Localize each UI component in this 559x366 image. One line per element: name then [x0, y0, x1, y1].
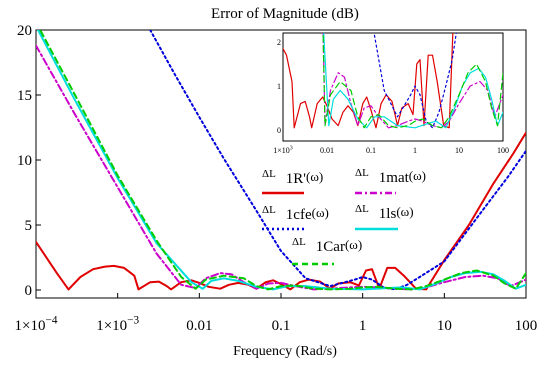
legend-label-arg: (ω): [396, 204, 413, 219]
legend-label-delta: ΔL: [355, 203, 369, 215]
y-tick-label: 0: [25, 283, 33, 299]
legend-label-delta: ΔL: [355, 167, 369, 179]
inset-x-tick-label-mantissa: 1×10: [273, 146, 290, 155]
legend-label: ΔL 1Car(ω): [292, 236, 362, 255]
x-tick-label-mantissa: 0.01: [186, 318, 212, 334]
y-tick-label: 20: [17, 23, 32, 39]
inset-y-tick-label: 2: [277, 38, 281, 47]
x-tick-label: 100: [515, 318, 538, 334]
inset-x-tick-label-mantissa: 0.1: [366, 146, 376, 155]
x-tick-label-exponent: −3: [127, 314, 139, 326]
series-line-1Car: [39, 30, 526, 291]
x-tick-label: 1: [359, 318, 367, 334]
inset-x-tick-label: 1×103: [273, 145, 293, 155]
x-tick-label: 0.01: [186, 318, 212, 334]
inset-x-tick-label: 0.01: [320, 146, 334, 155]
series-line-1ls: [36, 30, 526, 291]
x-tick-label-mantissa: 1: [359, 318, 367, 334]
x-tick-label: 10: [437, 318, 452, 334]
x-tick-label-mantissa: 100: [515, 318, 538, 334]
inset-x-tick-label-mantissa: 10: [455, 146, 463, 155]
y-tick-label: 15: [17, 88, 32, 104]
legend-label-subscript: 1mat: [379, 170, 410, 186]
legend-label-arg: (ω): [409, 168, 426, 183]
inset-x-tick-label-mantissa: 100: [497, 146, 509, 155]
x-tick-label-exponent: −4: [45, 314, 57, 326]
legend-label-arg: (ω): [345, 237, 362, 252]
inset-x-tick-label-mantissa: 0.01: [320, 146, 334, 155]
series-line-1mat: [36, 44, 526, 291]
legend-label-subscript: 1Car: [316, 239, 345, 255]
x-tick-label: 1×10−4: [15, 314, 58, 334]
inset-x-tick-label: 1: [413, 146, 417, 155]
x-tick-label: 1×10−3: [96, 314, 139, 334]
inset-x-tick-label-mantissa: 1: [413, 146, 417, 155]
y-tick-label: 10: [17, 153, 32, 169]
legend-label: ΔL 1ls(ω): [355, 203, 414, 222]
chart-title: Error of Magnitude (dB): [211, 6, 359, 22]
legend-label-arg: (ω): [306, 169, 323, 184]
series-line-1R': [36, 131, 526, 291]
inset-x-tick-label: 0.1: [366, 146, 376, 155]
y-tick-label: 5: [25, 218, 33, 234]
legend-label-delta: ΔL: [292, 236, 306, 248]
legend-label: ΔL 1cfe(ω): [262, 204, 329, 223]
x-axis-label: Frequency (Rad/s): [233, 344, 337, 359]
legend-label-arg: (ω): [312, 205, 329, 220]
inset-series-line: [322, 33, 503, 129]
inset-series-line: [283, 33, 454, 129]
inset-y-tick-label: 1: [277, 82, 281, 91]
inset-x-tick-label-exponent: 3: [290, 145, 293, 151]
legend-label-subscript: 1R': [286, 171, 307, 187]
inset-x-tick-label: 100: [497, 146, 509, 155]
x-tick-label-mantissa: 0.1: [272, 318, 291, 334]
x-tick-label-mantissa: 1×10: [15, 318, 46, 334]
x-tick-label-mantissa: 10: [437, 318, 452, 334]
legend-label: ΔL 1mat(ω): [355, 167, 426, 186]
inset-series-line: [323, 33, 503, 129]
legend-label: ΔL 1R'(ω): [262, 168, 323, 187]
x-tick-label: 0.1: [272, 318, 291, 334]
series-line-1cfe: [149, 30, 526, 291]
inset-series-line: [322, 33, 503, 129]
legend-label-subscript: 1ls: [379, 206, 397, 222]
inset-y-tick-label: 0: [277, 126, 281, 135]
inset-x-tick-label: 10: [455, 146, 463, 155]
legend-label-subscript: 1cfe: [286, 207, 312, 223]
legend-label-delta: ΔL: [262, 168, 276, 180]
legend-label-delta: ΔL: [262, 204, 276, 216]
x-tick-label-mantissa: 1×10: [96, 318, 127, 334]
inset-series-line: [373, 33, 457, 129]
